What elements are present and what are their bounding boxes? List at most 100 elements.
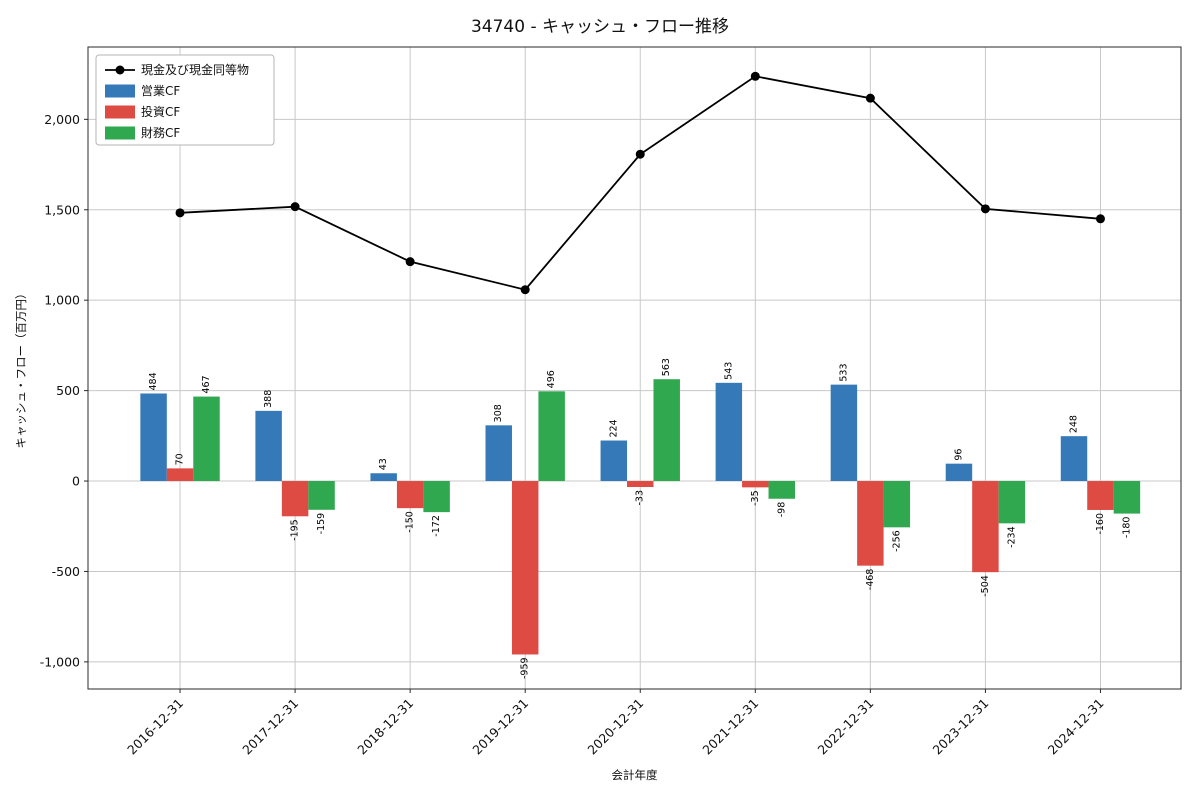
bar-value-label: -180 — [1121, 517, 1132, 539]
legend-line-marker — [115, 65, 125, 75]
bars-series-2 — [166, 468, 1114, 655]
bar-value-labels: 484 388 43 308 224 543 533 96 248 70 -195 -150 -959 -… — [148, 358, 1132, 679]
bar-value-label: 43 — [378, 458, 389, 470]
plot-border — [87, 46, 1182, 690]
bar — [627, 481, 654, 487]
line-marker — [520, 285, 530, 295]
legend-label: 財務CF — [141, 125, 180, 140]
bar-value-label: 484 — [148, 372, 159, 390]
bar-value-label: 96 — [953, 449, 964, 461]
x-tick-label: 2016-12-31 — [124, 696, 186, 758]
x-tick-label: 2018-12-31 — [354, 696, 416, 758]
bar-value-label: 70 — [175, 453, 186, 465]
bars-series-1 — [140, 382, 1088, 482]
bar-value-label: -504 — [980, 575, 991, 597]
bar — [281, 481, 309, 517]
x-axis: 2016-12-31 2017-12-31 2018-12-31 2019-12-31… — [124, 689, 1107, 758]
y-axis: -1,000 -500 0 500 1,000 1,500 2,000 — [40, 112, 88, 669]
line-marker — [635, 149, 645, 159]
bar-value-label: 533 — [838, 363, 849, 381]
bar — [600, 440, 628, 482]
legend-box — [95, 54, 275, 146]
bar — [857, 481, 884, 566]
legend-swatch — [105, 84, 135, 98]
y-axis-label: キャッシュ・フロー（百万円） — [14, 288, 28, 449]
x-tick-label: 2022-12-31 — [814, 696, 876, 758]
y-tick-label: 2,000 — [44, 112, 80, 127]
legend-label: 営業CF — [141, 84, 180, 98]
legend-swatch — [105, 126, 135, 140]
bar-value-label: 248 — [1069, 415, 1080, 433]
line-marker — [405, 257, 415, 267]
bar-value-label: 224 — [608, 419, 619, 437]
bar — [166, 468, 194, 482]
bar — [715, 382, 743, 482]
legend-label-cash: 現金及び現金同等物 — [141, 62, 249, 77]
cash-line-series — [175, 71, 1105, 295]
bar — [485, 425, 512, 482]
bar-value-label: -150 — [405, 511, 416, 533]
line-marker — [175, 208, 185, 218]
x-tick-label: 2024-12-31 — [1045, 696, 1107, 758]
bar-value-label: -98 — [776, 502, 787, 518]
x-tick-label: 2020-12-31 — [584, 696, 646, 758]
bar — [140, 393, 167, 482]
bar — [538, 391, 565, 482]
y-tick-label: 1,000 — [44, 293, 80, 308]
y-tick-label: 0 — [72, 474, 80, 489]
y-tick-label: -1,000 — [40, 654, 80, 669]
x-tick-label: 2023-12-31 — [930, 696, 992, 758]
bar — [768, 481, 795, 499]
bar-value-label: -172 — [431, 515, 442, 537]
bar-value-label: 543 — [723, 362, 734, 380]
x-tick-label: 2019-12-31 — [469, 696, 531, 758]
bar-value-label: 308 — [493, 404, 504, 422]
x-tick-label: 2021-12-31 — [699, 696, 761, 758]
y-tick-label: -500 — [52, 564, 80, 579]
bar-value-label: -256 — [891, 530, 902, 552]
line-marker — [865, 93, 875, 103]
bar — [193, 396, 220, 482]
bar-value-label: 563 — [661, 358, 672, 376]
x-axis-label: 会計年度 — [612, 768, 658, 782]
bar-value-label: -234 — [1006, 526, 1017, 548]
line-marker — [980, 204, 990, 214]
bar — [830, 384, 858, 482]
bar — [972, 481, 999, 573]
bar — [945, 463, 973, 482]
bar-value-label: 467 — [201, 375, 212, 393]
bar — [255, 410, 282, 482]
bar — [1113, 481, 1141, 514]
bar — [370, 473, 397, 482]
bar — [883, 481, 911, 528]
bar — [308, 481, 335, 510]
line-marker — [290, 202, 300, 212]
bar-value-label: -959 — [520, 657, 531, 679]
bar — [742, 481, 769, 488]
bar-value-label: -33 — [635, 490, 646, 506]
bar-value-label: 496 — [546, 370, 557, 388]
legend-swatch — [105, 105, 135, 119]
legend-label: 投資CF — [141, 104, 180, 119]
bar-value-label: -35 — [750, 490, 761, 506]
bar — [396, 481, 424, 509]
line-marker — [750, 71, 760, 81]
bar — [423, 481, 450, 513]
bar — [511, 481, 539, 655]
bar-value-label: -159 — [316, 513, 327, 535]
bar — [653, 379, 680, 482]
chart-title: 34740 - キャッシュ・フロー推移 — [470, 17, 730, 37]
bar-value-label: 388 — [263, 390, 274, 408]
bar — [998, 481, 1026, 524]
bar-value-label: -468 — [865, 569, 876, 591]
y-tick-label: 1,500 — [44, 202, 80, 217]
y-tick-label: 500 — [56, 383, 80, 398]
bars-series-3 — [193, 379, 1141, 528]
bar — [1087, 481, 1114, 510]
bar-value-label: -195 — [290, 519, 301, 541]
bar — [1060, 436, 1088, 482]
x-tick-label: 2017-12-31 — [239, 696, 301, 758]
